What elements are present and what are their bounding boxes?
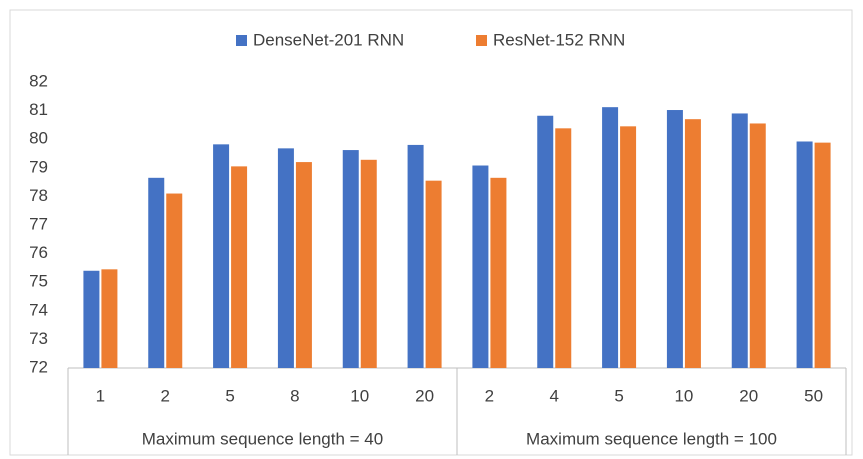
bar	[101, 269, 118, 368]
group-label: Maximum sequence length = 100	[526, 429, 777, 448]
x-tick-label: 5	[614, 386, 623, 405]
y-tick-label: 72	[29, 357, 48, 376]
bar	[277, 148, 294, 368]
bar	[620, 126, 637, 368]
x-tick-label: 2	[485, 386, 494, 405]
legend-swatch	[476, 35, 487, 46]
bar	[472, 165, 489, 368]
bar	[83, 270, 100, 368]
bar	[213, 144, 230, 368]
bar	[148, 177, 165, 368]
y-tick-label: 79	[29, 157, 48, 176]
y-tick-label: 77	[29, 214, 48, 233]
y-tick-label: 74	[29, 300, 48, 319]
x-tick-label: 10	[350, 386, 369, 405]
bar	[425, 180, 442, 368]
bar	[295, 162, 312, 368]
bar	[537, 115, 554, 368]
x-tick-label: 1	[96, 386, 105, 405]
bar	[342, 150, 359, 368]
legend-swatch	[236, 35, 247, 46]
x-tick-label: 2	[161, 386, 170, 405]
y-tick-label: 75	[29, 272, 48, 291]
x-tick-label: 8	[290, 386, 299, 405]
x-tick-label: 50	[804, 386, 823, 405]
bar	[555, 128, 572, 368]
bar	[666, 110, 683, 368]
group-label: Maximum sequence length = 40	[142, 429, 383, 448]
bar	[731, 113, 748, 369]
bar	[796, 141, 813, 368]
bar	[407, 144, 424, 368]
y-tick-label: 81	[29, 100, 48, 119]
bar	[231, 166, 248, 368]
bar	[749, 123, 766, 368]
bar	[360, 159, 377, 368]
y-tick-label: 73	[29, 329, 48, 348]
legend-label: ResNet-152 RNN	[493, 30, 625, 49]
y-tick-label: 80	[29, 129, 48, 148]
legend-label: DenseNet-201 RNN	[253, 30, 404, 49]
y-tick-label: 82	[29, 71, 48, 90]
bar	[684, 119, 701, 369]
x-tick-label: 4	[550, 386, 559, 405]
y-tick-label: 78	[29, 186, 48, 205]
y-tick-label: 76	[29, 243, 48, 262]
x-tick-label: 20	[415, 386, 434, 405]
bar	[490, 177, 507, 368]
bar	[814, 142, 831, 368]
bar	[602, 107, 619, 368]
x-tick-label: 20	[739, 386, 758, 405]
bar	[166, 193, 183, 368]
x-tick-label: 10	[674, 386, 693, 405]
x-tick-label: 5	[225, 386, 234, 405]
